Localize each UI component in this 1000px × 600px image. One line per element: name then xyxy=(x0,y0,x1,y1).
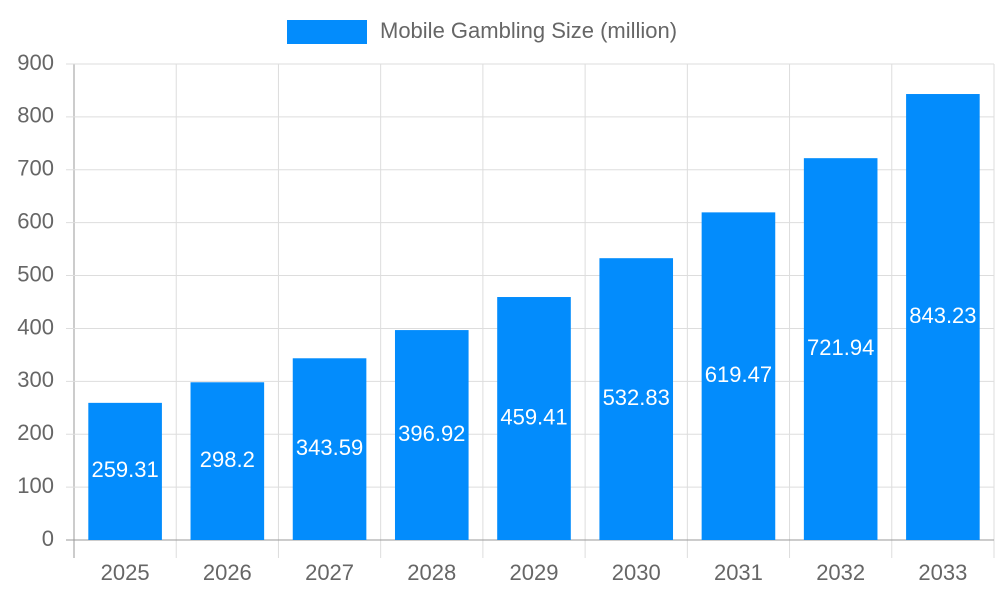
value-label: 459.41 xyxy=(500,404,567,429)
bar xyxy=(803,158,878,540)
bar xyxy=(906,94,980,540)
x-tick-label: 2027 xyxy=(305,560,354,585)
x-tick-label: 2026 xyxy=(203,560,252,585)
value-label: 619.47 xyxy=(705,362,772,387)
bar xyxy=(599,258,674,540)
y-tick-label: 900 xyxy=(17,50,54,75)
value-label: 298.2 xyxy=(200,447,255,472)
y-tick-label: 600 xyxy=(17,208,54,233)
y-tick-label: 500 xyxy=(17,261,54,286)
x-tick-label: 2025 xyxy=(101,560,150,585)
y-tick-label: 400 xyxy=(17,314,54,339)
y-tick-label: 700 xyxy=(17,156,54,181)
y-tick-label: 300 xyxy=(17,367,54,392)
y-tick-label: 100 xyxy=(17,473,54,498)
legend-swatch xyxy=(287,20,367,44)
bar xyxy=(292,358,367,540)
value-label: 343.59 xyxy=(296,435,363,460)
y-tick-label: 200 xyxy=(17,420,54,445)
value-label: 396.92 xyxy=(398,421,465,446)
x-tick-label: 2032 xyxy=(816,560,865,585)
bar xyxy=(190,382,265,540)
y-tick-label: 800 xyxy=(17,103,54,128)
bar xyxy=(497,297,571,540)
value-label: 721.94 xyxy=(807,335,874,360)
x-tick-label: 2031 xyxy=(714,560,763,585)
value-label: 259.31 xyxy=(91,457,158,482)
value-label: 532.83 xyxy=(603,385,670,410)
x-tick-label: 2028 xyxy=(407,560,456,585)
bar xyxy=(701,212,776,540)
value-label: 843.23 xyxy=(909,303,976,328)
bar xyxy=(88,402,162,540)
legend-label: Mobile Gambling Size (million) xyxy=(380,18,677,43)
x-tick-label: 2033 xyxy=(918,560,967,585)
bar xyxy=(394,330,469,540)
x-tick-label: 2030 xyxy=(612,560,661,585)
y-tick-label: 0 xyxy=(42,526,54,551)
x-tick-label: 2029 xyxy=(510,560,559,585)
